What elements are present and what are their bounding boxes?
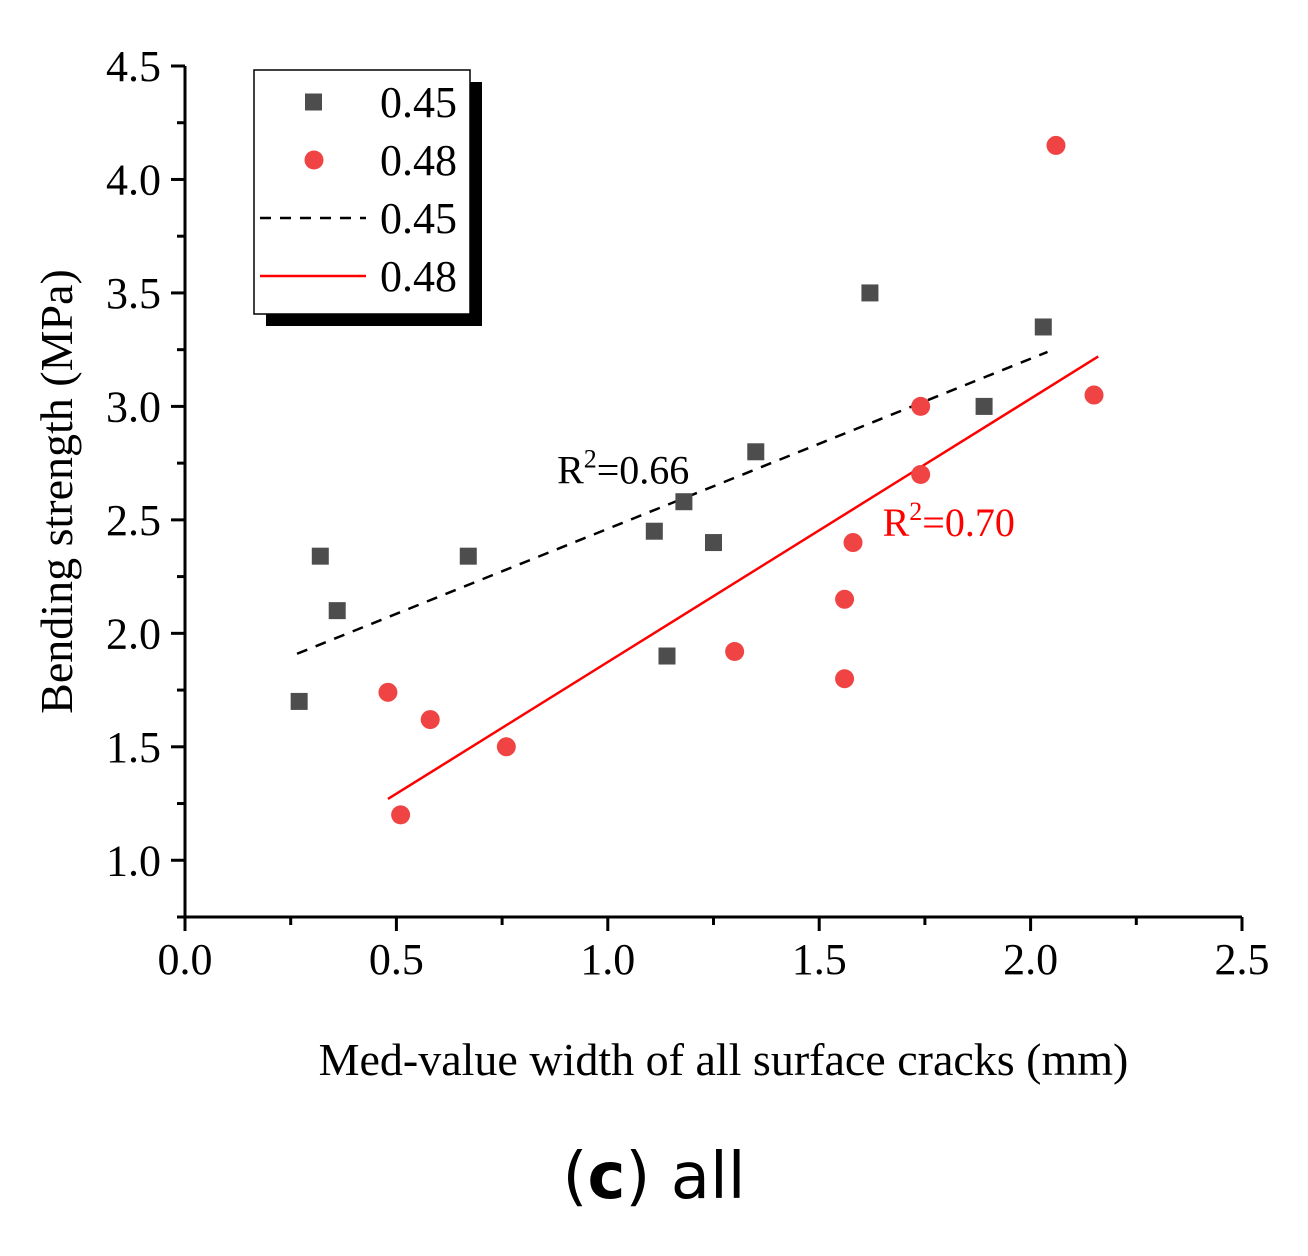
- point-circle-0-48: [420, 710, 440, 730]
- point-circle-0-48: [835, 669, 855, 689]
- legend-label: 0.48: [380, 252, 457, 301]
- point-square-0-45: [975, 397, 993, 415]
- r-squared-superscript: 2: [584, 445, 597, 474]
- point-square-0-45: [1034, 318, 1052, 336]
- x-tick-label: 1.0: [580, 935, 635, 984]
- point-square-0-45: [675, 493, 693, 511]
- y-tick-label: 3.0: [106, 382, 161, 431]
- y-tick-label: 2.5: [106, 496, 161, 545]
- y-tick-label: 1.0: [106, 836, 161, 885]
- legend-circle-marker: [304, 150, 324, 170]
- point-circle-0-48: [835, 589, 855, 609]
- x-tick-label: 0.5: [369, 935, 424, 984]
- point-circle-0-48: [378, 682, 398, 702]
- x-tick-label: 2.0: [1003, 935, 1058, 984]
- legend-square-marker: [305, 93, 322, 111]
- point-circle-0-48: [725, 641, 745, 661]
- point-square-0-45: [645, 522, 663, 540]
- point-circle-0-48: [391, 805, 411, 825]
- r-squared-base: R: [883, 500, 910, 545]
- legend-label: 0.45: [380, 194, 457, 243]
- x-axis-title: Med-value width of all surface cracks (m…: [319, 1034, 1129, 1085]
- fit-line-0-45: [296, 350, 1048, 655]
- r-squared-superscript: 2: [909, 497, 922, 526]
- chart: 0.0 0.5 1.0 1.5 2.0 2.5 1.0 1.5 2.0 2.5 3.0 3.5 4.0 4…: [31, 42, 1270, 1085]
- point-square-0-45: [705, 534, 722, 552]
- point-square-0-45: [328, 602, 346, 620]
- point-square-0-45: [658, 647, 676, 665]
- point-square-0-45: [861, 284, 879, 302]
- fit-line-0-48: [387, 355, 1099, 801]
- point-circle-0-48: [911, 396, 931, 416]
- point-square-0-45: [290, 692, 308, 710]
- r-squared-label-1: R2=0.70: [883, 497, 1015, 545]
- r-squared-value: =0.70: [922, 500, 1015, 545]
- legend-box: [253, 69, 471, 315]
- caption-text: all: [650, 1140, 746, 1214]
- y-axis-title: Bending strength (MPa): [31, 269, 82, 714]
- y-tick-label: 4.5: [106, 42, 161, 91]
- r-squared-value: =0.66: [597, 448, 690, 493]
- legend: 0.45 0.48 0.45 0.48: [253, 69, 482, 326]
- point-circle-0-48: [911, 464, 931, 484]
- y-tick-label: 2.0: [106, 609, 161, 658]
- axes: 0.0 0.5 1.0 1.5 2.0 2.5 1.0 1.5 2.0 2.5 3.0 3.5 4.0 4…: [31, 42, 1270, 1085]
- figure-caption: (c) all: [0, 1140, 1308, 1214]
- legend-label: 0.45: [380, 78, 457, 127]
- x-tick-label: 1.5: [792, 935, 847, 984]
- caption-close-paren: ): [625, 1140, 651, 1214]
- point-circle-0-48: [1046, 135, 1066, 155]
- r-squared-base: R: [557, 448, 584, 493]
- caption-letter: c: [587, 1140, 626, 1214]
- x-tick-label: 2.5: [1215, 935, 1270, 984]
- point-circle-0-48: [1084, 385, 1104, 405]
- legend-label: 0.48: [380, 136, 457, 185]
- point-circle-0-48: [496, 737, 516, 757]
- y-tick-label: 3.5: [106, 269, 161, 318]
- r-squared-label-0: R2=0.66: [557, 445, 689, 493]
- point-square-0-45: [747, 443, 765, 461]
- point-square-0-45: [311, 547, 329, 565]
- caption-open-paren: (: [562, 1140, 588, 1214]
- point-square-0-45: [459, 547, 477, 565]
- x-tick-label: 0.0: [158, 935, 213, 984]
- fit-lines: [296, 350, 1099, 801]
- y-tick-label: 4.0: [106, 155, 161, 204]
- point-circle-0-48: [843, 533, 863, 553]
- y-tick-label: 1.5: [106, 723, 161, 772]
- data-points: [290, 135, 1104, 825]
